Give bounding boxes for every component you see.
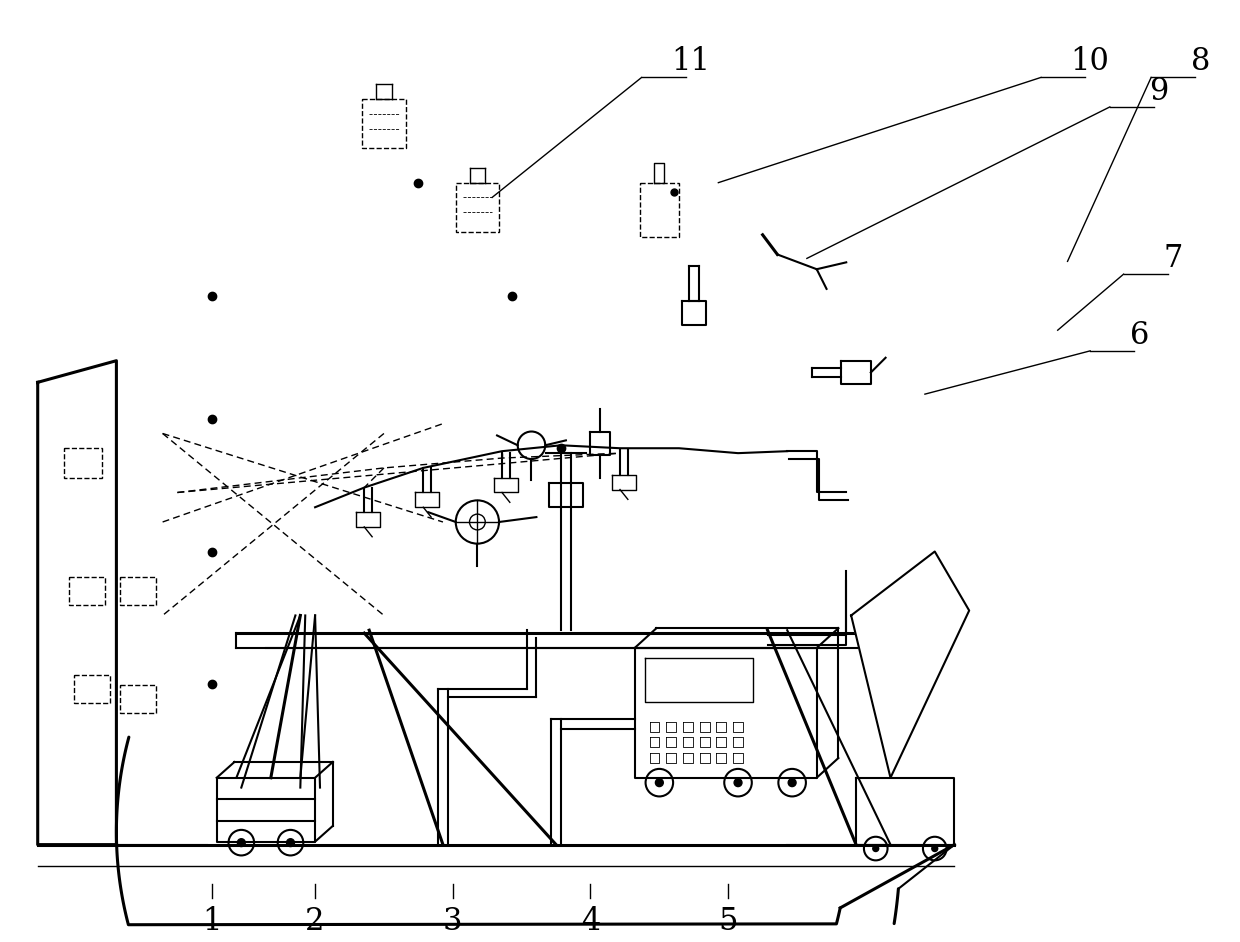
Bar xyxy=(640,183,680,236)
Circle shape xyxy=(237,838,246,847)
Bar xyxy=(362,99,405,148)
Polygon shape xyxy=(37,361,117,845)
Text: 4: 4 xyxy=(580,905,600,936)
Circle shape xyxy=(789,779,796,787)
Circle shape xyxy=(873,846,879,852)
Bar xyxy=(456,183,498,232)
Text: 2: 2 xyxy=(305,905,325,936)
Text: 7: 7 xyxy=(1163,243,1183,274)
Text: 9: 9 xyxy=(1149,75,1168,106)
Text: 3: 3 xyxy=(443,905,463,936)
Text: 10: 10 xyxy=(1070,46,1110,77)
Circle shape xyxy=(656,779,663,787)
Text: 5: 5 xyxy=(718,905,738,936)
Bar xyxy=(64,448,102,478)
Bar xyxy=(69,577,104,605)
Text: 6: 6 xyxy=(1130,319,1149,350)
Text: 1: 1 xyxy=(202,905,222,936)
Bar xyxy=(74,675,109,703)
Text: 8: 8 xyxy=(1190,46,1210,77)
Circle shape xyxy=(931,846,937,852)
Bar xyxy=(120,577,156,605)
Text: 11: 11 xyxy=(671,46,711,77)
Bar xyxy=(120,685,156,713)
Polygon shape xyxy=(851,551,970,778)
Circle shape xyxy=(734,779,742,787)
Circle shape xyxy=(286,838,294,847)
